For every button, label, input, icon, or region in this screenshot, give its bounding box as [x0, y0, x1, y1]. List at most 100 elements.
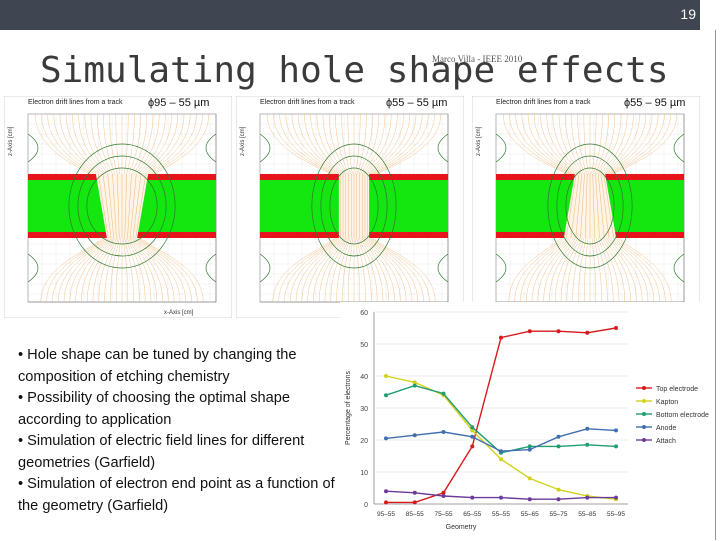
bullet-item: • Hole shape can be tuned by changing th…	[18, 347, 297, 385]
data-point	[556, 487, 561, 492]
hole-drift-lines	[340, 174, 368, 238]
field-contour	[320, 155, 388, 257]
legend-marker	[642, 412, 646, 416]
x-tick-label: 75–55	[434, 511, 452, 518]
field-contour	[673, 253, 685, 283]
data-point	[412, 490, 417, 495]
bullet-list: • Hole shape can be tuned by changing th…	[18, 345, 338, 517]
data-point	[527, 476, 532, 481]
legend-label: Kapton	[656, 399, 678, 406]
geometry-label-2: ϕ55 – 55 µm	[386, 97, 448, 109]
field-contour	[205, 133, 217, 163]
hole-drift-line	[603, 173, 614, 239]
bullet-item: • Simulation of electric field lines for…	[18, 433, 305, 471]
data-point	[470, 444, 475, 449]
hole-drift-line	[132, 173, 142, 239]
data-point	[585, 495, 590, 500]
legend-label: Top electrode	[656, 386, 698, 393]
y-axis-label: z-Axis [cm]	[240, 126, 246, 156]
plot-title: Electron drift lines from a track	[28, 99, 123, 106]
bullet-item: • Possibility of choosing the optimal sh…	[18, 390, 291, 428]
data-point	[412, 500, 417, 505]
field-lines	[27, 133, 217, 283]
data-point	[585, 426, 590, 431]
x-tick-label: 55–75	[549, 511, 567, 518]
hole-drift-lines	[98, 173, 146, 239]
field-contour	[495, 253, 507, 283]
legend-marker	[642, 386, 646, 390]
hole-drift-line	[595, 173, 600, 239]
hole-drift-line	[112, 173, 117, 239]
geometry-label-1: ϕ95 – 55 µm	[148, 97, 210, 109]
y-axis-label: z-Axis [cm]	[476, 126, 482, 156]
hole-drift-line	[107, 173, 114, 239]
hole-drift-line	[598, 173, 605, 239]
data-point	[470, 425, 475, 430]
legend-label: Anode	[656, 425, 676, 432]
data-point	[384, 393, 388, 398]
hole-drift-line	[130, 173, 137, 239]
field-contour	[68, 143, 176, 269]
y-tick-label: 30	[360, 406, 368, 413]
data-point	[556, 434, 561, 439]
y-tick-label: 60	[360, 310, 368, 317]
data-point	[470, 495, 475, 500]
page-number: 19	[680, 6, 696, 22]
y-tick-label: 40	[360, 374, 368, 381]
title-bar	[0, 0, 700, 30]
author-line: Marco Villa - IEEE 2010	[432, 54, 523, 64]
data-point	[556, 497, 561, 502]
data-point	[470, 428, 475, 433]
electron-endpoint-chart: 0 10 20 30 40 50 60 95–55 85–55 75–55 65–55 55–55 55…	[340, 302, 712, 536]
legend-marker	[642, 399, 646, 403]
field-contour	[437, 133, 449, 163]
field-contour	[86, 167, 158, 245]
hole-drift-line	[566, 173, 577, 239]
field-contour	[259, 133, 271, 163]
simulation-plot-2: Electron drift lines from a track z-Axis …	[236, 96, 464, 318]
x-tick-label: 55–65	[521, 511, 539, 518]
hole-drift-lines	[566, 173, 614, 239]
x-tick-label: 55–55	[492, 511, 510, 518]
data-point	[470, 434, 475, 439]
field-lines	[259, 133, 449, 283]
data-point	[556, 329, 561, 334]
hole-drift-line	[580, 173, 585, 239]
hole-drift-line	[600, 173, 610, 239]
data-point	[412, 383, 417, 388]
x-axis-title: Geometry	[446, 524, 477, 531]
field-contour	[437, 253, 449, 283]
hole-drift-line	[575, 173, 582, 239]
x-axis-label: x-Axis [cm]	[164, 310, 194, 316]
x-tick-label: 65–55	[463, 511, 481, 518]
hole-drift-line	[135, 173, 146, 239]
data-point	[384, 374, 388, 378]
data-point	[499, 335, 503, 340]
data-point	[499, 457, 503, 462]
slide-title: Simulating hole shape effects	[40, 50, 669, 91]
data-point	[441, 490, 446, 495]
hole-drift-line	[127, 173, 132, 239]
plot-title: Electron drift lines from a track	[496, 99, 591, 106]
field-lines	[495, 133, 685, 283]
field-contour	[27, 133, 39, 163]
hole-drift-line	[124, 173, 127, 239]
chart-background	[340, 302, 712, 536]
data-point	[384, 436, 388, 441]
legend-marker	[642, 425, 646, 429]
data-point	[614, 444, 618, 449]
legend-marker	[642, 438, 646, 442]
data-point	[499, 495, 503, 500]
data-point	[614, 495, 618, 500]
y-axis-label: z-Axis [cm]	[8, 126, 14, 156]
x-tick-label: 85–55	[406, 511, 424, 518]
data-point	[585, 330, 590, 335]
hole-drift-line	[570, 173, 580, 239]
simulation-plot-3: Electron drift lines from a track z-Axis …	[472, 96, 700, 318]
y-tick-label: 50	[360, 342, 368, 349]
simulation-plot-1: Electron drift lines from a track z-Axis …	[4, 96, 232, 318]
x-tick-label: 55–95	[607, 511, 625, 518]
data-point	[441, 391, 446, 396]
data-point	[556, 444, 561, 449]
side-rail	[715, 30, 716, 540]
